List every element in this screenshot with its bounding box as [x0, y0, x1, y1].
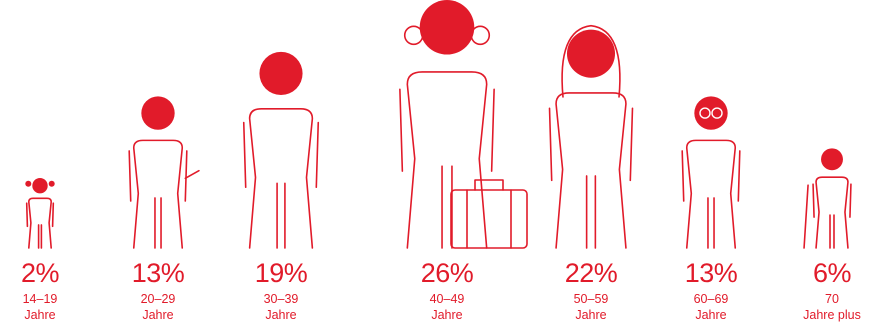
figure-legs [585, 175, 597, 249]
figure-head [259, 51, 303, 96]
figure-head [419, 0, 475, 55]
figure-arms [128, 150, 188, 202]
unit-label: Jahre [142, 308, 174, 322]
age-group-label: 26% 40–49 Jahre [387, 258, 507, 323]
age-range-label: 50–59 [573, 292, 609, 306]
cane-icon [803, 184, 809, 249]
percent-label: 13% [684, 258, 738, 288]
figure-body [685, 139, 737, 249]
hair-curl [470, 25, 491, 46]
unit-label: Jahre [575, 308, 607, 322]
age-range-label: 60–69 [693, 292, 729, 306]
figure-body [248, 107, 314, 249]
unit-label: Jahre [265, 308, 297, 322]
age-group-label: 19% 30–39 Jahre [221, 258, 341, 323]
age-range-label: 14–19 [22, 292, 58, 306]
unit-label: Jahre [695, 308, 727, 322]
figure-body [132, 139, 184, 249]
adult-figure-icon [242, 51, 320, 249]
pigtail [25, 180, 32, 187]
walking-figure-icon [128, 96, 200, 249]
figure-head [32, 178, 48, 194]
age-range-label: 30–39 [263, 292, 299, 306]
unit-label: Jahre plus [803, 308, 861, 322]
age-group-label: 6% 70 Jahre plus [772, 258, 879, 323]
figure-arms [812, 183, 852, 218]
unit-label: Jahre [24, 308, 56, 322]
child-figure-icon [25, 178, 55, 249]
figure-body [815, 176, 849, 249]
waving-arm [184, 169, 200, 180]
business-figure-with-suitcase-icon [399, 0, 528, 249]
suitcase-straps [466, 189, 512, 249]
suitcase-handle [474, 179, 504, 191]
age-group-label: 13% 60–69 Jahre [651, 258, 771, 323]
figure-head [141, 96, 175, 130]
figure-body [555, 92, 627, 249]
figure-head [694, 96, 728, 130]
percent-label: 26% [420, 258, 474, 288]
figure-body [406, 71, 488, 249]
figure-body [28, 197, 52, 249]
age-group-label: 13% 20–29 Jahre [98, 258, 218, 323]
figure-arms [681, 150, 741, 202]
suitcase-icon [450, 189, 528, 249]
figure-legs [829, 214, 835, 249]
elderly-figure-with-cane-icon [803, 148, 852, 249]
figure-head [821, 148, 843, 171]
pigtail [48, 180, 55, 187]
woman-figure-icon [548, 24, 634, 249]
age-range-label: 40–49 [429, 292, 465, 306]
figure-arms [242, 121, 320, 189]
glasses-icon [699, 107, 711, 119]
figure-arms [25, 202, 55, 228]
figure-legs [707, 197, 715, 249]
percent-label: 13% [131, 258, 185, 288]
unit-label: Jahre [431, 308, 463, 322]
figure-arms [548, 107, 634, 182]
hair-curl [403, 25, 424, 46]
figure-legs [276, 182, 286, 249]
figure-legs [154, 197, 162, 249]
percent-label: 2% [20, 258, 60, 288]
figure-with-glasses-icon [681, 96, 741, 249]
figure-head [566, 29, 616, 78]
figure-legs [37, 224, 43, 249]
hair-outline [561, 24, 621, 98]
glasses-icon [711, 107, 723, 119]
age-range-label: 70 [825, 292, 839, 306]
percent-label: 22% [564, 258, 618, 288]
figure-legs [441, 165, 453, 249]
age-range-label: 20–29 [140, 292, 176, 306]
figure-arms [399, 88, 495, 172]
age-group-label: 22% 50–59 Jahre [531, 258, 651, 323]
percent-label: 6% [812, 258, 852, 288]
percent-label: 19% [254, 258, 308, 288]
age-group-label: 2% 14–19 Jahre [0, 258, 100, 323]
